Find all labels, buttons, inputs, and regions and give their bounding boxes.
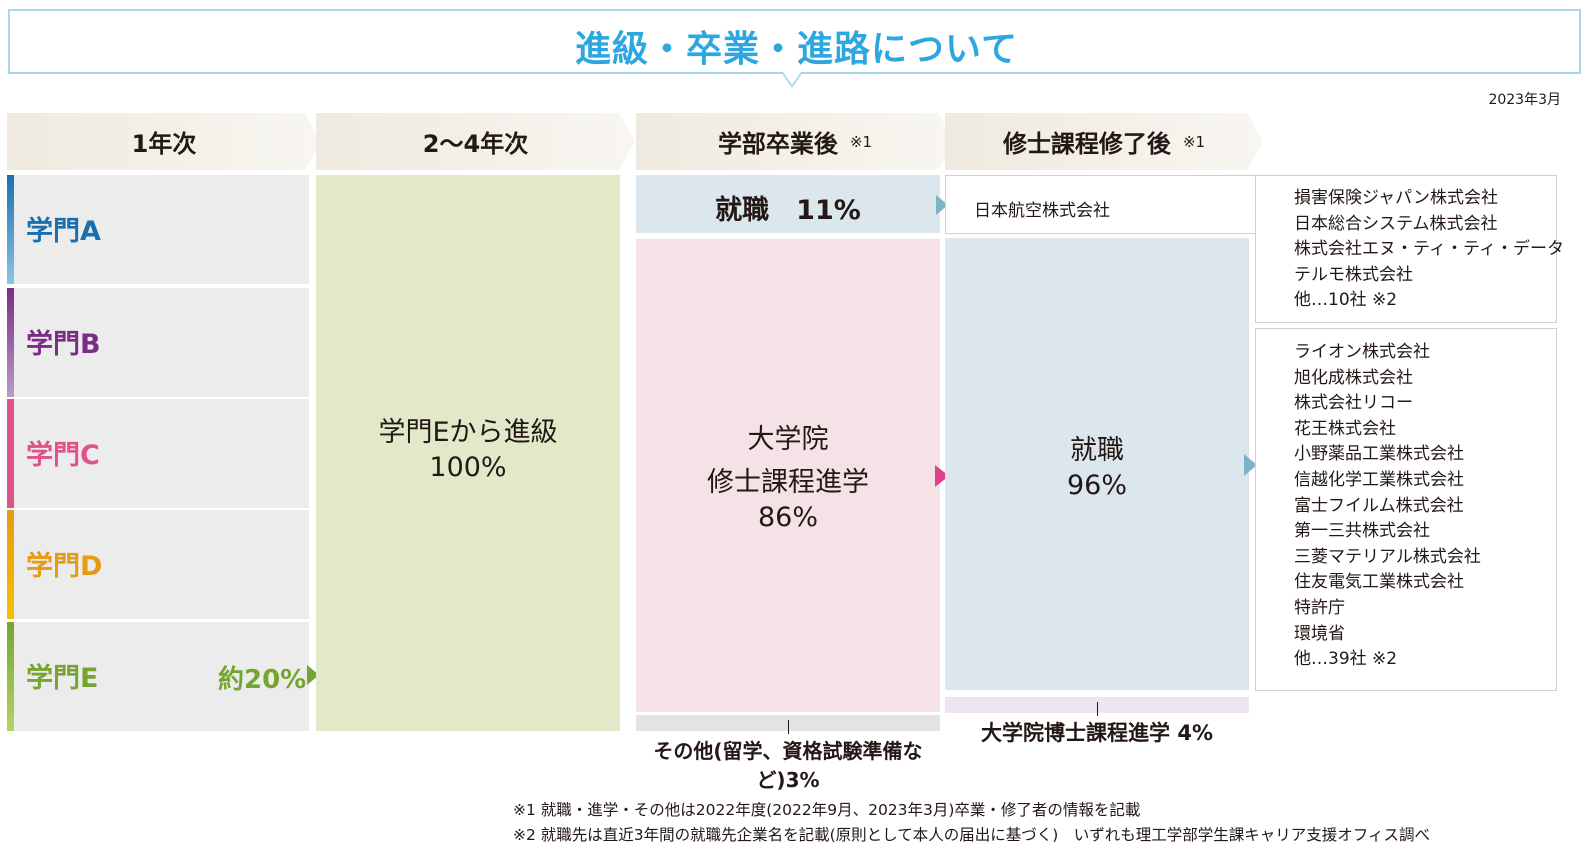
list-item: 三菱マテリアル株式会社 — [1294, 546, 1481, 567]
dept-e-label: 学門E — [26, 663, 99, 694]
header-after-master-label: 修士課程修了後 — [1002, 130, 1171, 158]
list-item: ライオン株式会社 — [1294, 342, 1430, 362]
dept-b-label: 学門B — [26, 329, 101, 360]
list-item: 株式会社リコー — [1294, 393, 1413, 414]
dept-e: 学門E — [7, 622, 309, 731]
undergrad-company: 日本航空株式会社 — [974, 201, 1110, 221]
list-item: 小野薬品工業株式会社 — [1294, 444, 1464, 465]
promotion-label: 学門Eから進級 — [378, 417, 558, 448]
list-item: 環境省 — [1294, 623, 1345, 644]
list-item: 特許庁 — [1294, 597, 1345, 618]
header-year1-label: 1年次 — [131, 130, 197, 158]
list-item: 旭化成株式会社 — [1294, 367, 1413, 388]
undergrad-job-label: 就職 11% — [715, 195, 861, 226]
dept-c-label: 学門C — [26, 440, 100, 471]
footnote-2: ※2 就職先は直近3年間の就職先企業名を記載(原則として本人の届出に基づく) い… — [513, 826, 1430, 844]
doctoral-label: 大学院博士課程進学 4% — [981, 721, 1213, 745]
dept-d: 学門D — [7, 510, 309, 619]
company-box-1 — [1255, 175, 1557, 323]
header-after-undergrad: 学部卒業後 ※1 — [636, 113, 954, 170]
company-box-2 — [1255, 328, 1557, 691]
list-item: 他…10社 ※2 — [1294, 290, 1398, 311]
undergrad-other-tick — [788, 720, 789, 734]
list-item: 第一三共株式会社 — [1294, 521, 1430, 542]
header-after-undergrad-label: 学部卒業後 — [717, 130, 838, 158]
title-pointer-inner — [783, 72, 801, 85]
graduate-school-block — [636, 239, 940, 712]
dept-b-bar — [7, 288, 14, 397]
master-job-block — [945, 238, 1249, 690]
list-item: 富士フイルム株式会社 — [1294, 495, 1464, 516]
doctoral-tick — [1097, 702, 1098, 716]
undergrad-job-block — [636, 175, 940, 233]
title-box: 進級・卒業・進路について — [8, 9, 1581, 74]
header-year2-4-label: 2〜4年次 — [422, 130, 529, 158]
dept-b: 学門B — [7, 288, 309, 397]
header-year1: 1年次 — [7, 113, 321, 170]
master-job-ratio: 96% — [1066, 470, 1127, 501]
list-item: 他…39社 ※2 — [1294, 649, 1398, 670]
master-job-label: 就職 — [1070, 435, 1124, 466]
graduate-school-label-1: 大学院 — [747, 424, 829, 455]
date-label: 2023年3月 — [1488, 92, 1561, 108]
footnote-1: ※1 就職・進学・その他は2022年度(2022年9月、2023年3月)卒業・修… — [513, 801, 1141, 819]
promotion-ratio: 100% — [429, 452, 507, 483]
dept-a: 学門A — [7, 175, 309, 284]
header-after-master: 修士課程修了後 ※1 — [945, 113, 1263, 170]
dept-c-bar — [7, 399, 14, 508]
list-item: テルモ株式会社 — [1294, 264, 1413, 285]
list-item: 信越化学工業株式会社 — [1294, 469, 1464, 490]
master-job-arrow-icon — [1244, 454, 1257, 476]
undergrad-other-label: その他(留学、資格試験準備など)3% — [653, 739, 923, 792]
page-title: 進級・卒業・進路について — [575, 29, 1018, 70]
company-list-2: ライオン株式会社 旭化成株式会社 株式会社リコー 花王株式会社 小野薬品工業株式… — [1294, 340, 1481, 673]
promotion-block — [316, 175, 620, 731]
list-item: 損害保険ジャパン株式会社 — [1294, 188, 1498, 208]
dept-d-label: 学門D — [26, 551, 103, 582]
list-item: 花王株式会社 — [1294, 418, 1396, 439]
graduate-school-label-2: 修士課程進学 — [707, 467, 869, 498]
dept-e-ratio: 約20% — [218, 665, 307, 695]
dept-a-label: 学門A — [26, 216, 101, 247]
header-year2-4: 2〜4年次 — [316, 113, 635, 170]
graduate-school-ratio: 86% — [757, 502, 818, 533]
dept-a-bar — [7, 175, 14, 284]
dept-e-bar — [7, 622, 14, 731]
company-list-1: 損害保険ジャパン株式会社 日本総合システム株式会社 株式会社エヌ・ティ・ティ・デ… — [1294, 186, 1564, 314]
list-item: 住友電気工業株式会社 — [1294, 572, 1464, 593]
header-after-master-note: ※1 — [1182, 132, 1206, 151]
dept-d-bar — [7, 510, 14, 619]
list-item: 日本総合システム株式会社 — [1294, 213, 1498, 234]
list-item: 株式会社エヌ・ティ・ティ・データ — [1294, 239, 1564, 260]
dept-c: 学門C — [7, 399, 309, 508]
header-after-undergrad-note: ※1 — [849, 132, 873, 151]
